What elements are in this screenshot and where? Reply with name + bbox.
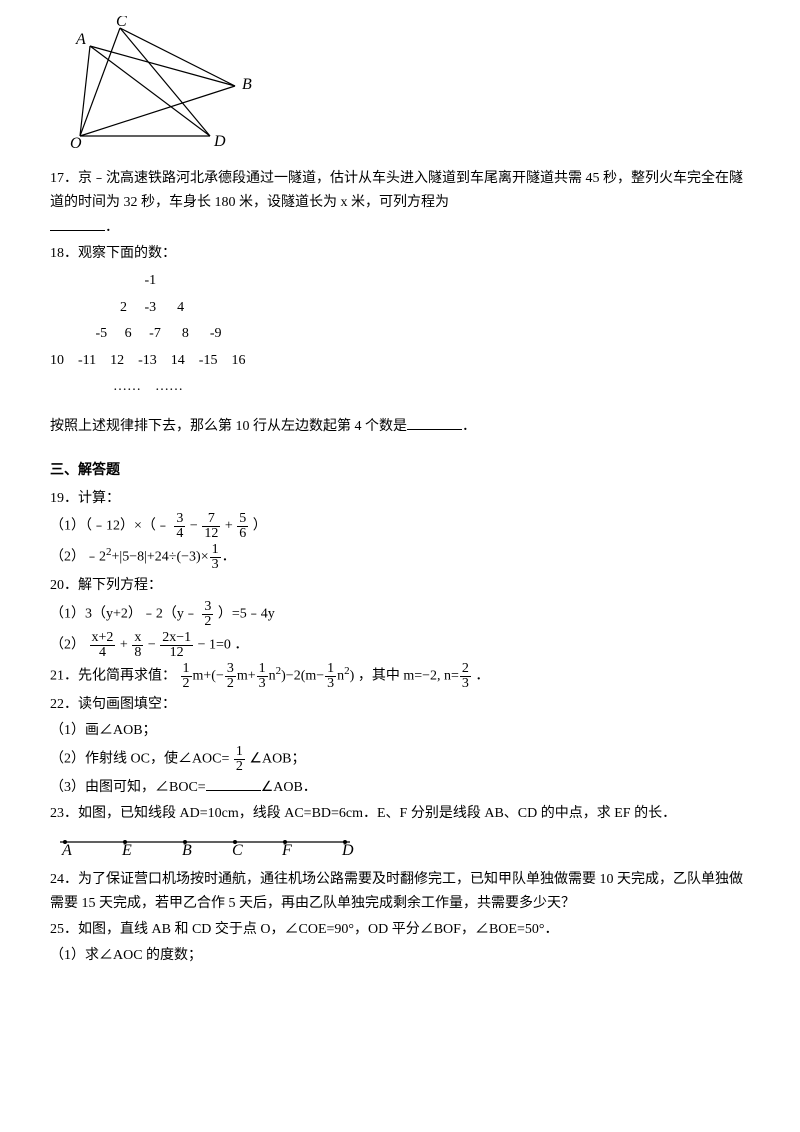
q17-figure: A C B D O [50,16,750,165]
label-D: D [213,133,226,150]
q21-mid: ，其中 [358,669,400,684]
q21-m3: n [269,669,276,684]
q21-m4: )−2(m− [281,669,324,684]
q17-blank-line: ． [50,216,750,240]
q23-figure: A E B C F D [50,827,750,866]
label-C: C [116,16,127,30]
label-B: B [242,76,252,93]
seg-label-F: F [281,842,292,857]
q17-text: 17．京﹣沈高速铁路河北承德段通过一隧道，估计从车头进入隧道到车尾离开隧道共需 … [50,167,750,215]
q18-row-2: 2 -3 4 [50,295,750,322]
q18-footer-prefix: 按照上述规律排下去，那么第 10 行从左边数起第 4 个数是 [50,419,407,434]
q19-header: 19．计算： [50,487,750,511]
frac-3-2b: 32 [225,662,236,691]
seg-label-D: D [341,842,354,857]
q21-m7: m=−2, n= [403,669,459,684]
q19-p1-suffix: ） [253,519,267,534]
q21: 21．先化简再求值： 12m+(−32m+13n2)−2(m−13n2) ，其中… [50,662,750,691]
minus-1: − [190,519,201,534]
q22-p3-suffix: ∠AOB． [261,780,317,795]
q17-body: 17．京﹣沈高速铁路河北承德段通过一隧道，估计从车头进入隧道到车尾离开隧道共需 … [50,171,743,210]
q19-p1-prefix: （1）（﹣12）×（﹣ [50,519,170,534]
q22-blank [206,776,261,791]
q23-text: 23．如图，已知线段 AD=10cm，线段 AC=BD=6cm．E、F 分别是线… [50,802,750,826]
q20-p2-suffix: ． [234,638,248,653]
q18-row-1: -1 [50,268,750,295]
frac-x-8: x8 [132,631,143,660]
q22-header: 22．读句画图填空： [50,693,750,717]
q20-header: 20．解下列方程： [50,574,750,598]
plus-2: + [120,638,131,653]
frac-2-3: 23 [460,662,471,691]
q20-p1-suffix: ）=5﹣4y [218,607,275,622]
q18-blank [407,415,462,430]
q20-p1: （1）3（y+2）﹣2（y﹣ 32 ）=5﹣4y [50,600,750,629]
frac-1-3b: 13 [257,662,268,691]
q19-p2: （2）﹣22+|5−8|+24÷(−3)×13． [50,543,750,572]
eq-tail-1: − 1=0 [198,638,231,653]
seg-label-B: B [182,842,192,857]
q18-header: 18．观察下面的数： [50,242,750,266]
q21-m2: m+ [237,669,256,684]
label-A: A [75,31,86,48]
q22-p2-suffix: ∠AOB； [249,751,305,766]
frac-3-2: 32 [202,600,213,629]
q24-text: 24．为了保证营口机场按时通航，通往机场公路需要及时翻修完工，已知甲队单独做需要… [50,868,750,916]
q18-row-4: 10 -11 12 -13 14 -15 16 [50,348,750,375]
q18-footer-suffix: ． [462,419,476,434]
q21-suffix: ． [475,669,489,684]
frac-5-6: 56 [237,512,248,541]
q21-m1: m+(− [193,669,224,684]
label-O: O [70,135,82,152]
frac-3-4: 34 [174,512,185,541]
q19-p2-suffix: ． [222,550,236,565]
q19-p2-prefix: （2）﹣2 [50,550,106,565]
triangle-figure-svg: A C B D O [50,16,270,156]
frac-2xm1-12: 2x−112 [160,631,193,660]
q22-p2-prefix: （2）作射线 OC，使∠AOC= [50,751,229,766]
frac-1-2: 12 [181,662,192,691]
q22-p3: （3）由图可知，∠BOC= ∠AOB． [50,776,750,800]
q18-row-5: …… …… [50,374,750,401]
plus-1: + [225,519,236,534]
frac-xp2-4: x+24 [90,631,116,660]
q21-m6: ) [350,669,355,684]
frac-1-3: 13 [210,543,221,572]
q22-p2: （2）作射线 OC，使∠AOC= 12 ∠AOB； [50,745,750,774]
segment-figure-svg: A E B C F D [50,827,360,857]
minus-2: − [148,638,159,653]
q18-row-3: -5 6 -7 8 -9 [50,321,750,348]
q19-p1: （1）（﹣12）×（﹣ 34 − 712 + 56 ） [50,512,750,541]
frac-1-3c: 13 [325,662,336,691]
q22-p1: （1）画∠AOB； [50,719,750,743]
q25-line1: 25．如图，直线 AB 和 CD 交于点 O，∠COE=90°，OD 平分∠BO… [50,918,750,942]
seg-label-C: C [232,842,243,857]
q20-p2: （2） x+24 + x8 − 2x−112 − 1=0 ． [50,631,750,660]
q20-p1-prefix: （1）3（y+2）﹣2（y﹣ [50,607,198,622]
frac-1-2b: 12 [234,745,245,774]
section-3-title: 三、解答题 [50,459,750,483]
q21-prefix: 21．先化简再求值： [50,669,176,684]
q20-p2-prefix: （2） [50,638,85,653]
q19-mid: +|5−8|+24÷(−3)× [112,550,209,565]
seg-label-E: E [121,842,132,857]
q18-footer: 按照上述规律排下去，那么第 10 行从左边数起第 4 个数是 ． [50,415,750,439]
q25-line2: （1）求∠AOC 的度数； [50,944,750,968]
frac-7-12: 712 [202,512,220,541]
q17-suffix: ． [105,220,119,235]
seg-label-A: A [61,842,72,857]
q17-blank [50,216,105,231]
q22-p3-prefix: （3）由图可知，∠BOC= [50,780,206,795]
